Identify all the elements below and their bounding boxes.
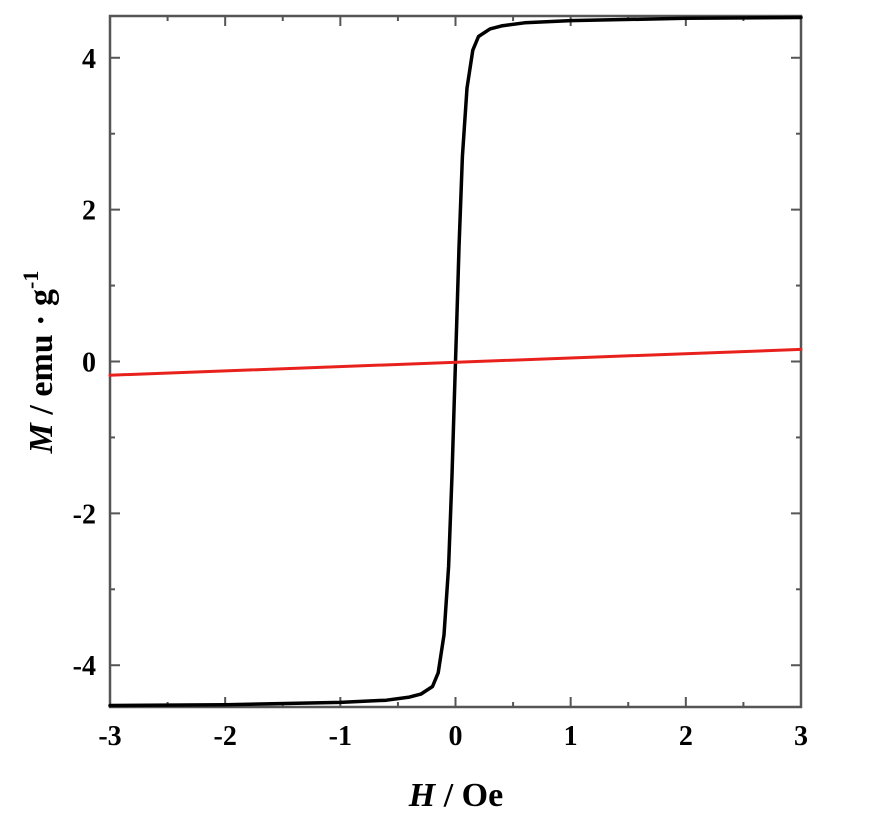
x-axis-symbol: H — [408, 777, 437, 814]
y-axis-symbol: M — [23, 421, 60, 454]
y-axis-exponent: -1 — [18, 271, 43, 289]
x-tick-label: 2 — [679, 721, 693, 752]
y-tick-label: 0 — [82, 348, 96, 379]
y-tick-label: -4 — [73, 651, 96, 682]
tick-labels: -3 -2 -1 0 1 2 3 -4 -2 0 2 4 — [73, 44, 808, 752]
x-tick-label: 1 — [564, 721, 578, 752]
x-tick-label: 0 — [449, 721, 463, 752]
y-tick-label: -2 — [73, 499, 96, 530]
x-axis-title: H / Oe — [408, 777, 503, 814]
y-tick-label: 2 — [82, 196, 96, 227]
x-tick-label: -3 — [98, 721, 121, 752]
y-axis-title: M / emu · g-1 — [18, 271, 60, 455]
y-tick-label: 4 — [82, 44, 96, 75]
series-layer — [108, 15, 803, 708]
x-tick-label: 3 — [794, 721, 808, 752]
x-tick-label: -1 — [329, 721, 352, 752]
x-axis-unit: / Oe — [435, 777, 503, 814]
magnetization-curve-red — [108, 347, 803, 377]
y-axis-unit: / emu · g — [23, 289, 60, 423]
x-tick-label: -2 — [214, 721, 237, 752]
